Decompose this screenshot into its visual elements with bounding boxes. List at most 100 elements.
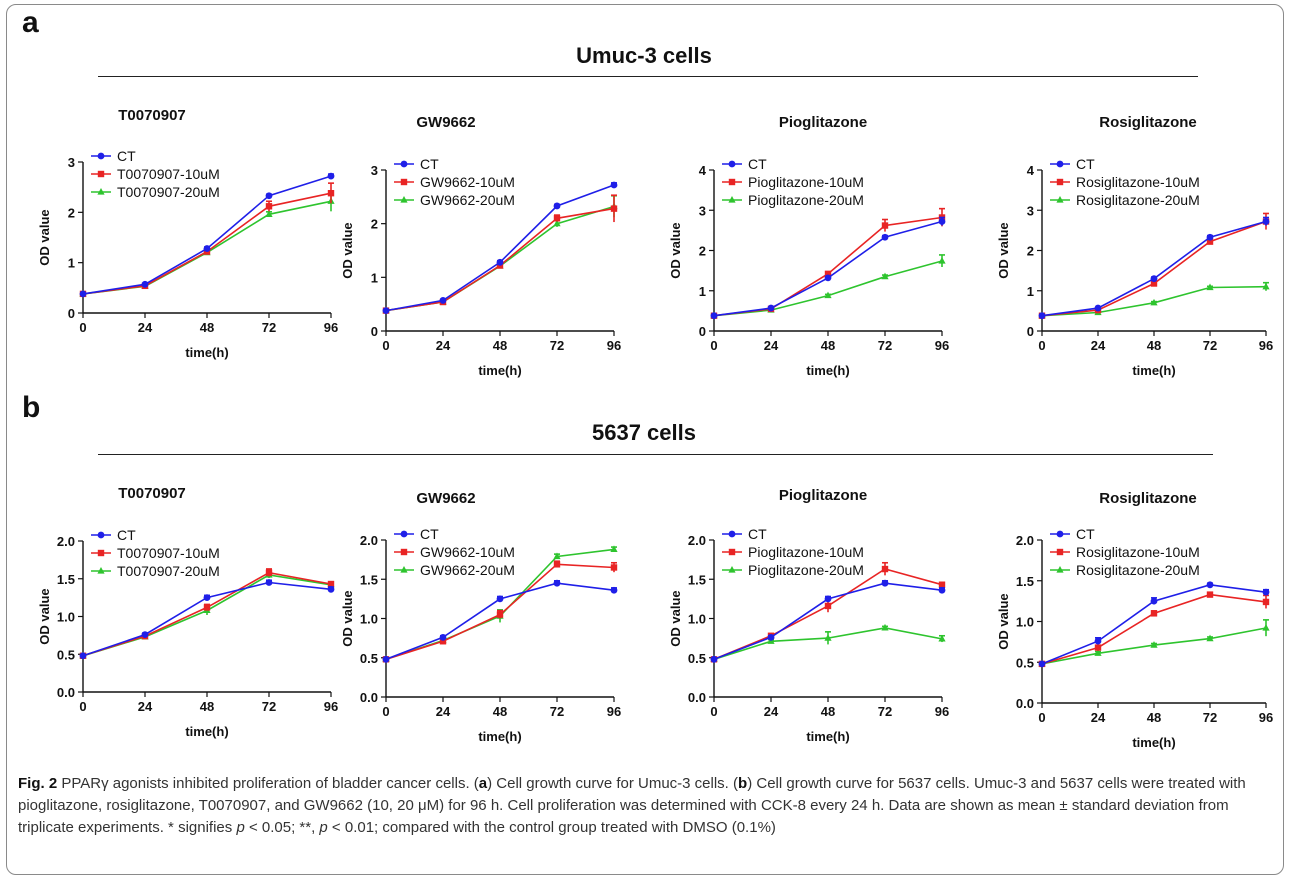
chart-3-title: Pioglitazone bbox=[779, 114, 867, 131]
chart-8-x-tick-label: 96 bbox=[1259, 710, 1273, 725]
caption-text-1: PPARγ agonists inhibited proliferation o… bbox=[57, 775, 479, 792]
chart-6-series-3-point bbox=[610, 545, 618, 553]
chart-1-legend-1-label: CT bbox=[117, 148, 136, 164]
chart-7-series-3-point bbox=[938, 634, 946, 642]
chart-6-x-tick-label: 96 bbox=[607, 704, 621, 719]
chart-6-series-2-point bbox=[439, 638, 447, 645]
chart-4-legend-3-label: Rosiglitazone-20uM bbox=[1076, 192, 1200, 208]
chart-8-series-1-line bbox=[1041, 583, 1267, 665]
chart-1-series-3-point bbox=[265, 210, 273, 217]
chart-2-x-tick-label: 72 bbox=[550, 338, 564, 353]
chart-5-legend-3-label: T0070907-20uM bbox=[117, 563, 220, 579]
chart-2-legend-2-marker bbox=[400, 178, 408, 186]
chart-6-y-tick-label: 1.0 bbox=[360, 612, 378, 627]
chart-1-series-1-point bbox=[79, 290, 87, 298]
chart-4-x-tick-label: 96 bbox=[1259, 338, 1273, 353]
caption-text-5: < 0.01; compared with the control group … bbox=[327, 819, 776, 836]
chart-2-y-tick-label: 0 bbox=[371, 324, 378, 339]
chart-3-series-3-point bbox=[938, 256, 946, 264]
chart-7-y-tick-label: 2.0 bbox=[688, 533, 706, 548]
chart-2-legend-3-marker bbox=[400, 196, 408, 203]
chart-6-series-2-point bbox=[610, 564, 618, 571]
chart-3-series-1-point bbox=[938, 218, 946, 225]
chart-8-y-tick-label: 0.0 bbox=[1016, 696, 1034, 711]
chart-4-legend-2-label: Rosiglitazone-10uM bbox=[1076, 174, 1200, 190]
chart-1-x-tick-label: 48 bbox=[200, 320, 214, 335]
chart-6-legend-3-marker bbox=[400, 566, 408, 573]
panel-b-rule bbox=[98, 454, 1213, 455]
chart-4-series-1-point bbox=[1262, 218, 1270, 225]
chart-5-x-tick-label: 48 bbox=[200, 699, 214, 714]
chart-8-series-3-point bbox=[1206, 634, 1214, 642]
chart-3-legend-2-marker bbox=[728, 178, 736, 186]
chart-7-legend-2-label: Pioglitazone-10uM bbox=[748, 544, 864, 560]
chart-4-x-tick-label: 24 bbox=[1091, 338, 1106, 353]
chart-8-y-tick-label: 1.5 bbox=[1016, 574, 1034, 589]
chart-5-x-tick-label: 0 bbox=[79, 699, 86, 714]
chart-5-legend-1-marker bbox=[97, 531, 105, 539]
chart-6-x-tick-label: 0 bbox=[382, 704, 389, 719]
chart-2-series-3-line bbox=[385, 205, 615, 312]
chart-7-y-tick-label: 1.5 bbox=[688, 572, 706, 587]
chart-1-series-1-point bbox=[203, 245, 211, 252]
chart-4-y-tick-label: 0 bbox=[1027, 324, 1034, 339]
chart-1-x-tick-label: 24 bbox=[138, 320, 153, 335]
chart-7-series-2-point bbox=[824, 602, 832, 610]
chart-5-series-1-point bbox=[79, 652, 87, 660]
panel-b-label: b bbox=[22, 391, 41, 424]
chart-2-legend-2-label: GW9662-10uM bbox=[420, 174, 515, 190]
chart-5-x-tick-label: 24 bbox=[138, 699, 153, 714]
chart-5-legend-2-label: T0070907-10uM bbox=[117, 545, 220, 561]
chart-5-y-tick-label: 0.5 bbox=[57, 647, 75, 662]
chart-7-x-tick-label: 24 bbox=[764, 704, 779, 719]
chart-4-series-2-point bbox=[1150, 280, 1158, 287]
chart-3-series-1-point bbox=[767, 304, 775, 312]
caption-p-symbol-1: p bbox=[236, 819, 245, 836]
chart-7-y-axis-label: OD value bbox=[668, 590, 683, 646]
chart-4-x-tick-label: 72 bbox=[1203, 338, 1217, 353]
chart-8-series-3-point bbox=[1150, 641, 1158, 648]
chart-2-x-tick-label: 0 bbox=[382, 338, 389, 353]
chart-2-series-3-point bbox=[553, 219, 561, 227]
chart-3-series-3-line bbox=[713, 260, 943, 317]
chart-8-legend-2-marker bbox=[1056, 548, 1064, 556]
chart-5-series-1-point bbox=[265, 579, 273, 586]
chart-3-legend-1-marker bbox=[728, 160, 736, 168]
chart-8-x-tick-label: 0 bbox=[1038, 710, 1045, 725]
chart-1-legend-2-label: T0070907-10uM bbox=[117, 166, 220, 182]
chart-6-y-tick-label: 0.5 bbox=[360, 651, 378, 666]
caption-p-symbol-2: p bbox=[319, 819, 328, 836]
figure-caption: Fig. 2 PPARγ agonists inhibited prolifer… bbox=[18, 773, 1268, 839]
chart-7-x-tick-label: 48 bbox=[821, 704, 835, 719]
chart-7-y-tick-label: 0.5 bbox=[688, 651, 706, 666]
chart-3-legend-2-label: Pioglitazone-10uM bbox=[748, 174, 864, 190]
chart-4-series-1-point bbox=[1038, 312, 1046, 320]
chart-6-y-tick-label: 1.5 bbox=[360, 572, 378, 587]
chart-1-x-tick-label: 96 bbox=[324, 320, 338, 335]
chart-8-series-1-point bbox=[1094, 637, 1102, 645]
chart-2-x-tick-label: 48 bbox=[493, 338, 507, 353]
chart-1-title: T0070907 bbox=[118, 107, 186, 124]
chart-4-series-2-point bbox=[1206, 238, 1214, 245]
chart-1-x-tick-label: 72 bbox=[262, 320, 276, 335]
chart-2-series-2-point bbox=[610, 205, 618, 212]
chart-2-y-tick-label: 2 bbox=[371, 217, 378, 232]
chart-6-legend-2-label: GW9662-10uM bbox=[420, 544, 515, 560]
chart-6-x-tick-label: 48 bbox=[493, 704, 507, 719]
chart-5-x-tick-label: 72 bbox=[262, 699, 276, 714]
chart-6-series-1-point bbox=[496, 595, 504, 603]
chart-8-y-tick-label: 1.0 bbox=[1016, 615, 1034, 630]
chart-6-series-1-point bbox=[553, 579, 561, 587]
chart-6-x-axis-label: time(h) bbox=[478, 729, 521, 744]
chart-2-series-1-point bbox=[610, 181, 618, 189]
chart-8-y-axis-label: OD value bbox=[996, 593, 1011, 649]
chart-3-series-2-point bbox=[824, 270, 832, 278]
chart-3-series-3-point bbox=[824, 291, 832, 299]
chart-6-y-tick-label: 2.0 bbox=[360, 533, 378, 548]
chart-5-legend-2-marker bbox=[97, 549, 105, 557]
chart-6-series-1-point bbox=[382, 655, 390, 663]
chart-7-title: Pioglitazone bbox=[779, 487, 867, 504]
chart-6-series-2-point bbox=[553, 561, 561, 568]
chart-3-legend-3-label: Pioglitazone-20uM bbox=[748, 192, 864, 208]
chart-5-series-1-point bbox=[327, 585, 335, 593]
